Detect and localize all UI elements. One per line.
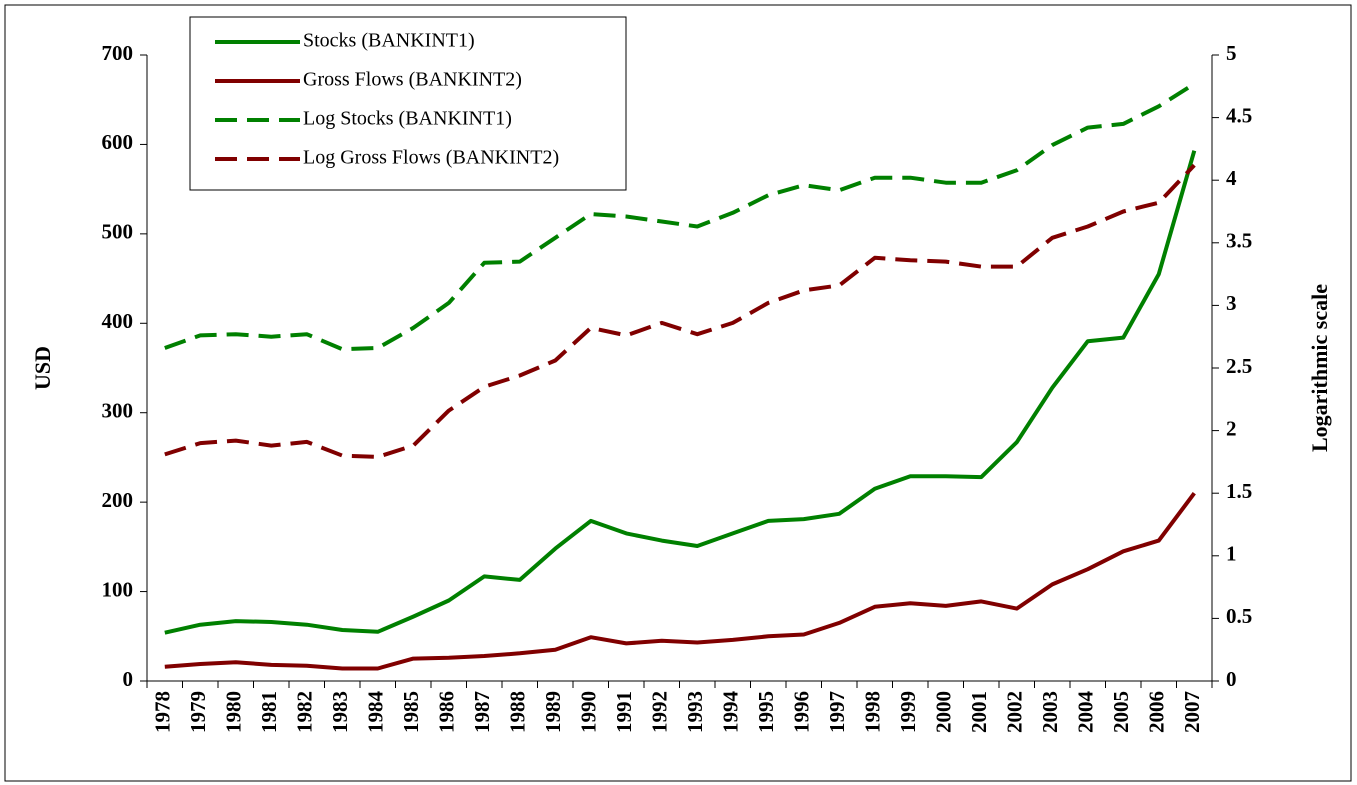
x-tick-label: 2001 [967,691,991,733]
x-tick-label: 1993 [683,691,707,733]
x-tick-label: 1997 [825,691,849,733]
legend-label: Gross Flows (BANKINT2) [303,69,522,91]
x-tick-label: 1988 [506,691,530,733]
x-tick-label: 1979 [186,691,210,733]
legend-label: Stocks (BANKINT1) [303,30,475,52]
x-tick-label: 1994 [719,691,743,734]
x-tick-label: 1986 [435,691,459,733]
y-tick-label: 200 [102,488,134,512]
y-tick-label: 600 [102,130,134,154]
x-tick-label: 1998 [861,691,885,733]
y2-tick-label: 1.5 [1226,479,1252,503]
legend-box [189,16,627,191]
x-tick-label: 1987 [470,691,494,733]
y-tick-label: 500 [102,220,134,244]
x-tick-label: 2002 [1003,691,1027,733]
x-tick-label: 1991 [612,691,636,733]
y-tick-label: 400 [102,309,134,333]
x-tick-label: 1995 [754,691,778,733]
x-tick-label: 1982 [293,691,317,733]
y2-tick-label: 1 [1226,542,1237,566]
y-axis-title: USD [30,346,55,390]
series-line [164,82,1196,352]
chart-border [4,4,1352,782]
y2-axis-title: Logarithmic scale [1307,284,1332,452]
x-tick-label: 1983 [328,691,352,733]
series-line [164,163,1196,459]
y-tick-label: 300 [102,399,134,423]
x-tick-label: 1984 [364,691,388,734]
y-tick-label: 0 [123,667,134,691]
x-tick-label: 2005 [1109,691,1133,733]
x-tick-label: 2006 [1145,691,1169,733]
series-line [164,492,1196,671]
legend-label: Log Stocks (BANKINT1) [303,108,512,130]
x-tick-label: 1978 [151,691,175,733]
x-tick-label: 1999 [896,691,920,733]
x-tick-label: 1990 [577,691,601,733]
y2-tick-label: 4.5 [1226,103,1252,127]
y2-tick-label: 3.5 [1226,229,1252,253]
x-tick-label: 1989 [541,691,565,733]
y-tick-label: 700 [102,41,134,65]
y2-tick-label: 0.5 [1226,604,1252,628]
x-tick-label: 1980 [222,691,246,733]
x-tick-label: 2000 [932,691,956,733]
y2-tick-label: 3 [1226,291,1237,315]
y2-tick-label: 2.5 [1226,354,1252,378]
x-tick-label: 1996 [790,691,814,733]
legend-label: Log Gross Flows (BANKINT2) [303,147,559,169]
x-tick-label: 1985 [399,691,423,733]
x-tick-label: 2004 [1074,691,1098,734]
x-tick-label: 1992 [648,691,672,733]
y2-tick-label: 2 [1226,416,1237,440]
x-tick-label: 2003 [1038,691,1062,733]
x-tick-label: 1981 [257,691,281,733]
series-line [164,150,1197,635]
y2-tick-label: 4 [1226,166,1237,190]
y-tick-label: 100 [102,577,134,601]
y2-tick-label: 5 [1226,41,1237,65]
y2-tick-label: 0 [1226,667,1237,691]
x-tick-label: 2007 [1180,691,1204,733]
